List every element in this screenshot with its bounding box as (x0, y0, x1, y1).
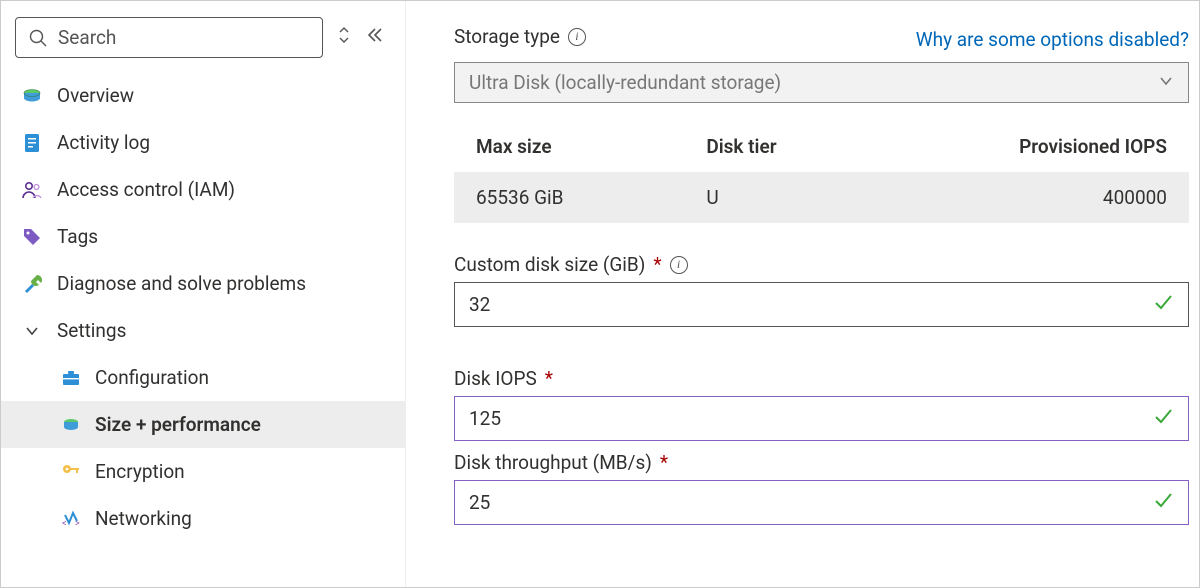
table-row[interactable]: 65536 GiB U 400000 (454, 172, 1189, 223)
sidebar-item-label: Diagnose and solve problems (57, 272, 385, 295)
sidebar-search-row: Search (1, 17, 405, 72)
custom-size-input[interactable]: 32 (454, 282, 1189, 327)
sidebar-item-label: Size + performance (95, 413, 385, 436)
log-icon (21, 132, 43, 154)
sidebar-item-label: Networking (95, 507, 385, 530)
custom-size-label: Custom disk size (GiB) * i (454, 253, 1189, 276)
sidebar-item-activity-log[interactable]: Activity log (1, 119, 405, 166)
table-header: Max size Disk tier Provisioned IOPS (454, 121, 1189, 172)
sidebar-item-encryption[interactable]: Encryption (1, 448, 405, 495)
sidebar: Search Overview Activity log (1, 1, 406, 587)
sidebar-section-settings[interactable]: Settings (1, 307, 405, 354)
disk-throughput-label: Disk throughput (MB/s) * (454, 451, 1189, 474)
sidebar-item-label: Activity log (57, 131, 385, 154)
sidebar-item-size-performance[interactable]: Size + performance (1, 401, 405, 448)
required-asterisk: * (653, 253, 661, 276)
label-text: Custom disk size (GiB) (454, 253, 645, 276)
disk-throughput-input[interactable]: 25 (454, 480, 1189, 525)
storage-type-header-row: Storage type i Why are some options disa… (454, 25, 1189, 54)
briefcase-icon (61, 368, 81, 388)
storage-type-select[interactable]: Ultra Disk (locally-redundant storage) (454, 62, 1189, 103)
storage-type-label: Storage type i (454, 25, 586, 48)
disk-throughput-value: 25 (469, 491, 490, 514)
required-asterisk: * (545, 367, 553, 390)
sidebar-item-diagnose[interactable]: Diagnose and solve problems (1, 260, 405, 307)
search-placeholder: Search (58, 26, 116, 49)
sidebar-item-label: Configuration (95, 366, 385, 389)
main-content: Storage type i Why are some options disa… (406, 1, 1199, 587)
cell-disk-tier: U (706, 186, 936, 209)
check-icon (1152, 291, 1174, 318)
label-text: Disk throughput (MB/s) (454, 451, 652, 474)
sidebar-item-label: Encryption (95, 460, 385, 483)
label-text: Storage type (454, 25, 560, 48)
info-icon[interactable]: i (670, 256, 688, 274)
sort-chevrons-icon[interactable] (337, 24, 351, 51)
col-max-size: Max size (476, 135, 706, 158)
disk-settings-panel: Search Overview Activity log (0, 0, 1200, 588)
collapse-sidebar-icon[interactable] (365, 25, 391, 51)
sidebar-item-configuration[interactable]: Configuration (1, 354, 405, 401)
disk-iops-label: Disk IOPS * (454, 367, 1189, 390)
sidebar-item-networking[interactable]: <> Networking (1, 495, 405, 542)
check-icon (1152, 405, 1174, 432)
sidebar-section-label: Settings (57, 319, 385, 342)
sidebar-item-label: Overview (57, 84, 385, 107)
sidebar-item-access-control[interactable]: Access control (IAM) (1, 166, 405, 213)
svg-text:>: > (75, 519, 80, 529)
tag-icon (21, 226, 43, 248)
why-disabled-link[interactable]: Why are some options disabled? (916, 28, 1189, 51)
check-icon (1152, 489, 1174, 516)
info-icon[interactable]: i (568, 28, 586, 46)
sidebar-item-overview[interactable]: Overview (1, 72, 405, 119)
tools-icon (21, 273, 43, 295)
required-asterisk: * (660, 451, 668, 474)
chevron-down-icon (21, 320, 43, 342)
svg-text:<: < (62, 519, 67, 529)
storage-type-value: Ultra Disk (locally-redundant storage) (469, 71, 781, 94)
disk-iops-value: 125 (469, 407, 501, 430)
search-icon (28, 28, 48, 48)
people-icon (21, 179, 43, 201)
key-icon (61, 462, 81, 482)
chevron-down-icon (1158, 71, 1174, 94)
cell-max-size: 65536 GiB (476, 186, 706, 209)
sidebar-item-tags[interactable]: Tags (1, 213, 405, 260)
disk-icon (61, 415, 81, 435)
col-provisioned-iops: Provisioned IOPS (937, 135, 1167, 158)
sidebar-item-label: Tags (57, 225, 385, 248)
label-text: Disk IOPS (454, 367, 537, 390)
disk-icon (21, 85, 43, 107)
custom-size-value: 32 (469, 293, 490, 316)
col-disk-tier: Disk tier (706, 135, 936, 158)
sidebar-item-label: Access control (IAM) (57, 178, 385, 201)
cell-provisioned-iops: 400000 (937, 186, 1167, 209)
disk-iops-input[interactable]: 125 (454, 396, 1189, 441)
sidebar-nav: Overview Activity log Access control (IA… (1, 72, 405, 542)
network-icon: <> (61, 509, 81, 529)
disk-tier-table: Max size Disk tier Provisioned IOPS 6553… (454, 121, 1189, 223)
search-input[interactable]: Search (15, 17, 323, 58)
